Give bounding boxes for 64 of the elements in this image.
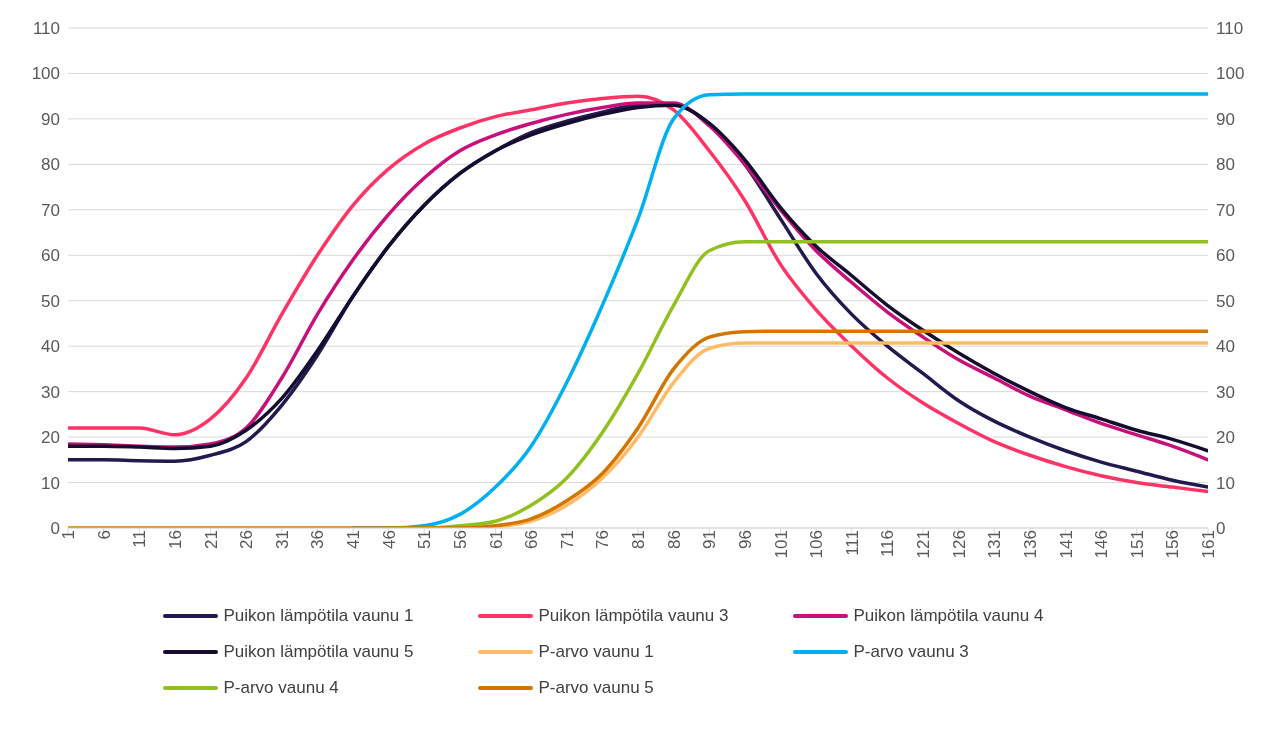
y2-tick-label: 100 <box>1216 64 1245 84</box>
x-tick-label: 156 <box>1163 530 1183 559</box>
y2-tick-label: 50 <box>1216 291 1235 311</box>
x-tick-label: 16 <box>165 530 185 549</box>
y-tick-label: 60 <box>41 246 60 266</box>
y2-tick-label: 70 <box>1216 200 1235 220</box>
x-tick-label: 56 <box>450 530 470 549</box>
x-tick-label: 61 <box>486 530 506 549</box>
x-tick-label: 76 <box>593 530 613 549</box>
legend-label: P-arvo vaunu 3 <box>853 642 969 662</box>
y-tick-label: 20 <box>41 428 60 448</box>
x-tick-label: 41 <box>344 530 364 549</box>
y-tick-label: 40 <box>41 337 60 357</box>
y-tick-label: 50 <box>41 291 60 311</box>
y2-tick-label: 60 <box>1216 246 1235 266</box>
y-tick-label: 90 <box>41 109 60 129</box>
y2-tick-label: 20 <box>1216 428 1235 448</box>
x-tick-label: 136 <box>1020 530 1040 559</box>
y-tick-label: 0 <box>50 519 60 539</box>
y2-tick-label: 110 <box>1216 19 1244 39</box>
x-tick-label: 36 <box>308 530 328 549</box>
y2-tick-label: 90 <box>1216 109 1235 129</box>
y-tick-label: 10 <box>41 473 60 493</box>
y2-tick-label: 0 <box>1216 519 1226 539</box>
legend-label: Puikon lämpötila vaunu 5 <box>223 642 414 662</box>
x-tick-label: 51 <box>415 530 435 549</box>
x-tick-label: 1 <box>59 530 79 540</box>
x-tick-label: 126 <box>949 530 969 559</box>
x-tick-label: 96 <box>735 530 755 549</box>
legend-label: Puikon lämpötila vaunu 3 <box>538 606 729 626</box>
legend-label: Puikon lämpötila vaunu 4 <box>853 606 1044 626</box>
x-tick-label: 66 <box>522 530 542 549</box>
legend-label: Puikon lämpötila vaunu 1 <box>223 606 414 626</box>
x-tick-label: 21 <box>201 530 221 549</box>
x-tick-label: 111 <box>842 530 862 556</box>
x-tick-label: 46 <box>379 530 399 549</box>
x-tick-label: 81 <box>629 530 649 549</box>
x-tick-label: 121 <box>914 530 934 559</box>
legend-label: P-arvo vaunu 1 <box>538 642 654 662</box>
x-tick-label: 86 <box>664 530 684 549</box>
x-tick-label: 71 <box>557 530 577 549</box>
x-tick-label: 141 <box>1056 530 1076 559</box>
x-tick-label: 91 <box>700 530 720 549</box>
legend-label: P-arvo vaunu 5 <box>538 678 654 698</box>
y2-tick-label: 40 <box>1216 337 1235 357</box>
x-tick-label: 131 <box>985 530 1005 559</box>
x-tick-label: 116 <box>878 530 898 558</box>
x-tick-label: 146 <box>1092 530 1112 559</box>
legend-label: P-arvo vaunu 4 <box>223 678 339 698</box>
y-tick-label: 100 <box>31 64 60 84</box>
y-tick-label: 110 <box>32 19 60 39</box>
y-tick-label: 80 <box>41 155 60 175</box>
y2-tick-label: 30 <box>1216 382 1235 402</box>
x-tick-label: 6 <box>94 530 114 540</box>
x-tick-label: 106 <box>807 530 827 559</box>
y2-tick-label: 80 <box>1216 155 1235 175</box>
x-tick-label: 11 <box>130 530 150 548</box>
x-tick-label: 26 <box>237 530 257 549</box>
y-tick-label: 70 <box>41 200 60 220</box>
x-tick-label: 31 <box>272 530 292 549</box>
y2-tick-label: 10 <box>1216 473 1235 493</box>
x-tick-label: 151 <box>1127 530 1147 559</box>
x-tick-label: 101 <box>771 530 791 559</box>
y-tick-label: 30 <box>41 382 60 402</box>
